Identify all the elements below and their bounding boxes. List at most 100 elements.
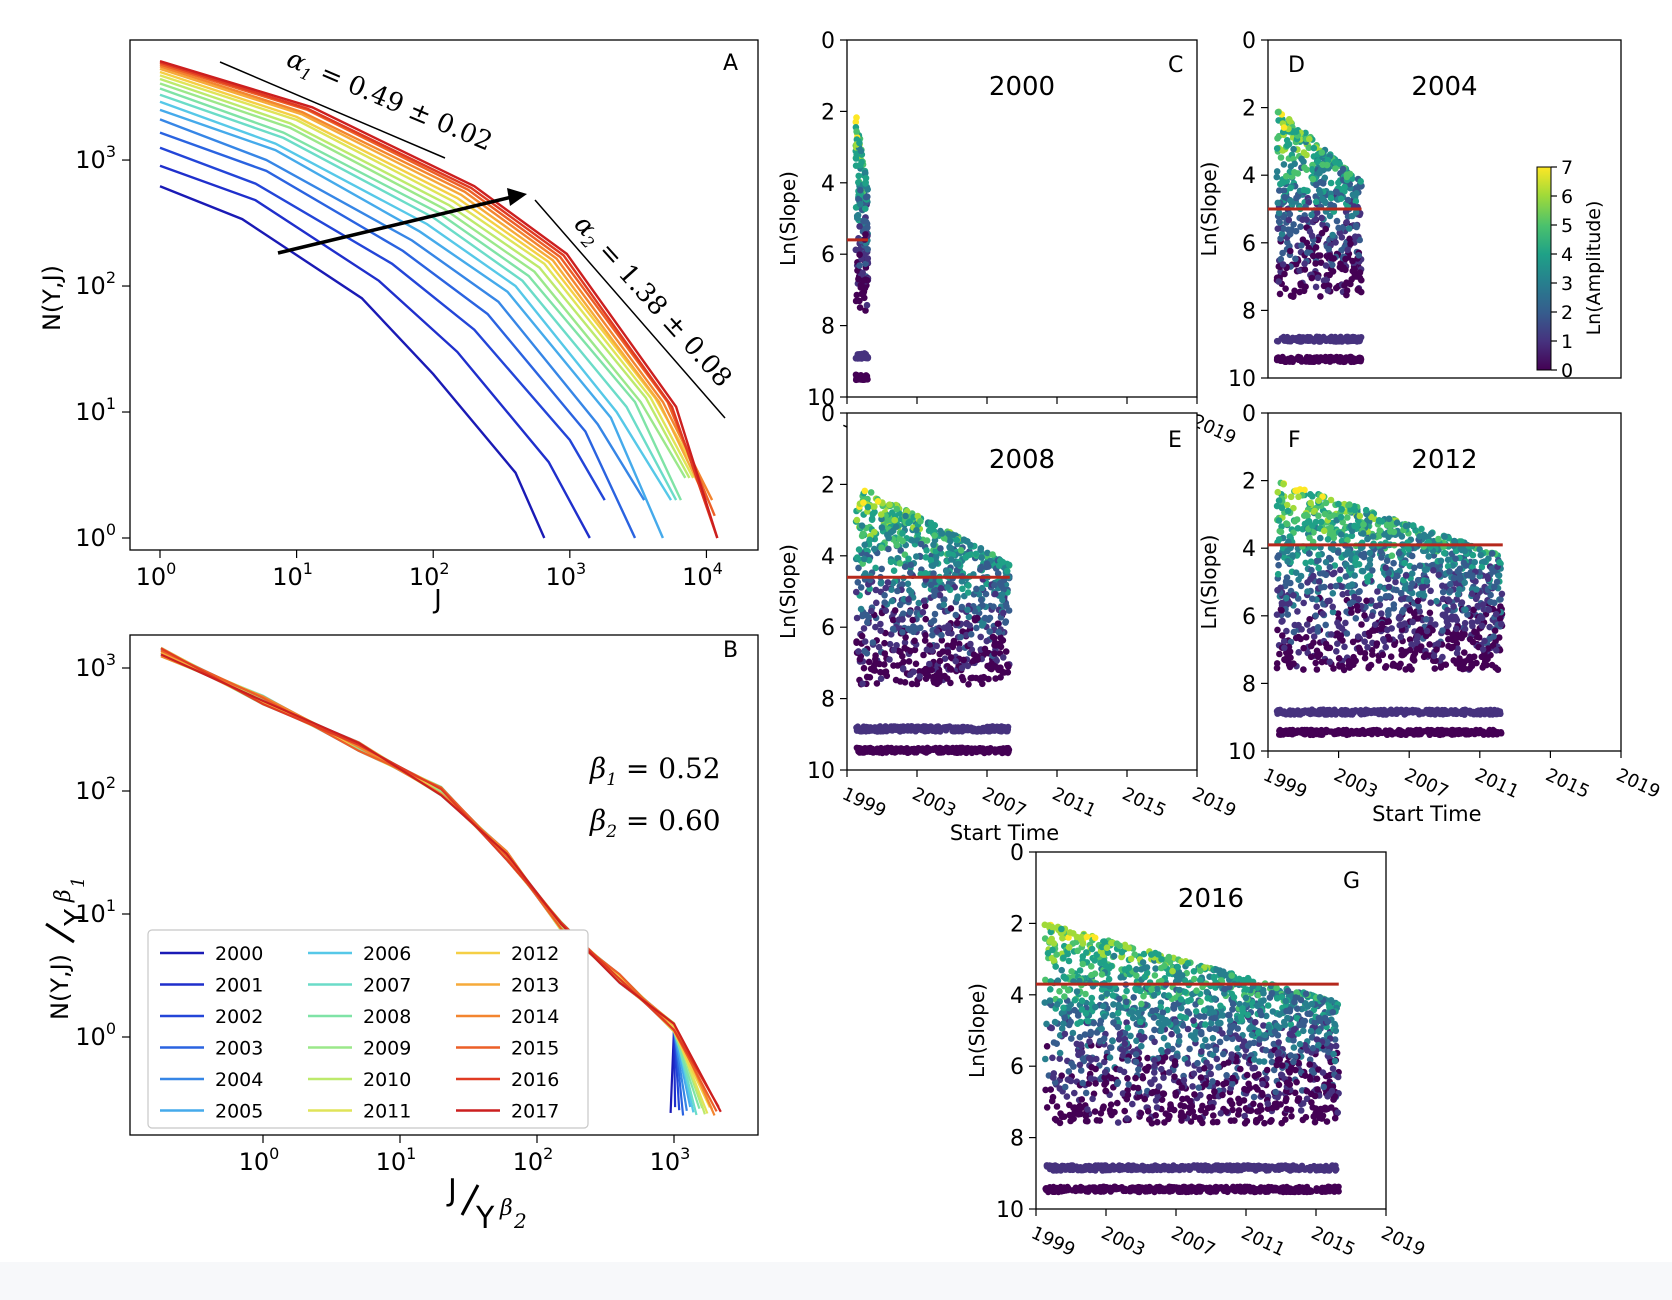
- scatter-band-point: [1395, 709, 1402, 716]
- panel-f-xtick-label: 2019: [1613, 764, 1663, 802]
- panel-d-ytick-label: 10: [1228, 367, 1256, 392]
- scatter-point: [884, 531, 891, 539]
- scatter-point: [1274, 225, 1282, 232]
- scatter-point: [1359, 530, 1367, 537]
- scatter-point: [1297, 282, 1305, 289]
- panel-e-xtick-label: 1999: [839, 783, 889, 821]
- scatter-point: [1378, 554, 1385, 561]
- scatter-band-point: [1318, 729, 1325, 736]
- scatter-point: [1361, 650, 1369, 657]
- scatter-point: [1305, 550, 1313, 557]
- scatter-point: [1297, 582, 1305, 590]
- scatter-point: [1273, 664, 1281, 672]
- scatter-point: [992, 675, 999, 682]
- scatter-point: [1306, 534, 1313, 542]
- scatter-point: [1314, 158, 1322, 165]
- scatter-point: [1446, 580, 1454, 588]
- scatter-point: [899, 652, 906, 660]
- panel-c-ytick-label: 2: [821, 100, 835, 125]
- scatter-point: [1313, 666, 1321, 673]
- scatter-point: [1329, 603, 1336, 611]
- scatter-point: [881, 599, 888, 606]
- scatter-point: [1348, 609, 1355, 616]
- scatter-point: [1317, 259, 1325, 267]
- scatter-point: [1005, 561, 1013, 569]
- scatter-band-point: [1337, 354, 1345, 361]
- scatter-point: [1435, 535, 1442, 543]
- scatter-point: [1456, 655, 1463, 662]
- scatter-point: [900, 658, 907, 666]
- scatter-point: [1481, 558, 1488, 565]
- scatter-point: [982, 563, 990, 571]
- panel-b-xlabel-sub: 2: [513, 1209, 527, 1233]
- scatter-point: [1354, 633, 1362, 640]
- scatter-point: [1425, 553, 1432, 560]
- scatter-point: [855, 172, 862, 180]
- scatter-point: [1308, 166, 1316, 173]
- scatter-band-point: [874, 725, 881, 732]
- panel-b-line-2017: [160, 653, 722, 1113]
- panel-a-line-2013: [159, 67, 708, 501]
- scatter-point: [856, 304, 864, 311]
- scatter-point: [862, 205, 869, 212]
- scatter-band-point: [1304, 336, 1311, 343]
- scatter-point: [960, 656, 967, 664]
- scatter-point: [1445, 597, 1453, 605]
- scatter-point: [936, 591, 944, 599]
- scatter-band-point: [1273, 356, 1281, 363]
- scatter-point: [1300, 149, 1308, 156]
- scatter-point: [1439, 627, 1446, 634]
- scatter-point: [872, 586, 880, 594]
- scatter-point: [1358, 621, 1365, 628]
- scatter-point: [1353, 223, 1360, 231]
- scatter-point: [1298, 242, 1305, 249]
- scatter-point: [1341, 183, 1348, 191]
- scatter-point: [1364, 644, 1371, 651]
- scatter-point: [936, 677, 943, 684]
- scatter-point: [887, 631, 895, 638]
- scatter-point: [1307, 499, 1314, 507]
- scatter-point: [861, 487, 869, 495]
- scatter-point: [1430, 567, 1437, 574]
- scatter-point: [928, 619, 935, 626]
- scatter-point: [1496, 559, 1503, 566]
- scatter-point: [1353, 190, 1360, 197]
- scatter-point: [860, 217, 867, 225]
- trend-arrow-head: [507, 188, 527, 206]
- scatter-point: [945, 629, 952, 637]
- scatter-point: [1346, 170, 1354, 178]
- scatter-band-point: [912, 723, 920, 731]
- scatter-point: [927, 581, 935, 589]
- scatter-point: [965, 582, 972, 589]
- scatter-point: [1335, 224, 1342, 232]
- panel-c-letter: C: [1168, 53, 1183, 78]
- panel-e-xtick-label: 2015: [1119, 783, 1169, 821]
- scatter-point: [1328, 631, 1335, 638]
- scatter-point: [1326, 658, 1334, 666]
- panel-e-ytick-label: 10: [807, 759, 835, 784]
- scatter-point: [1309, 595, 1316, 603]
- scatter-point: [1335, 655, 1343, 662]
- scatter-band-point: [1314, 354, 1321, 361]
- panel-e-points: [852, 487, 1013, 757]
- scatter-point: [905, 658, 913, 665]
- scatter-point: [1273, 502, 1281, 510]
- scatter-point: [861, 647, 868, 655]
- scatter-point: [1315, 564, 1322, 572]
- scatter-band-point: [921, 724, 928, 731]
- scatter-point: [938, 631, 945, 639]
- scatter-point: [1473, 586, 1480, 593]
- scatter-point: [1280, 213, 1287, 221]
- scatter-point: [1326, 271, 1333, 279]
- panel-f-ytick-label: 0: [1242, 402, 1256, 427]
- panel-b-ytick-label: 103: [75, 650, 116, 682]
- scatter-point: [1284, 239, 1291, 246]
- scatter-point: [986, 628, 993, 635]
- scatter-point: [1287, 247, 1294, 255]
- scatter-point: [1410, 657, 1418, 664]
- scatter-point: [977, 633, 984, 641]
- scatter-point: [1275, 536, 1283, 543]
- scatter-point: [1461, 579, 1468, 586]
- scatter-point: [859, 269, 866, 277]
